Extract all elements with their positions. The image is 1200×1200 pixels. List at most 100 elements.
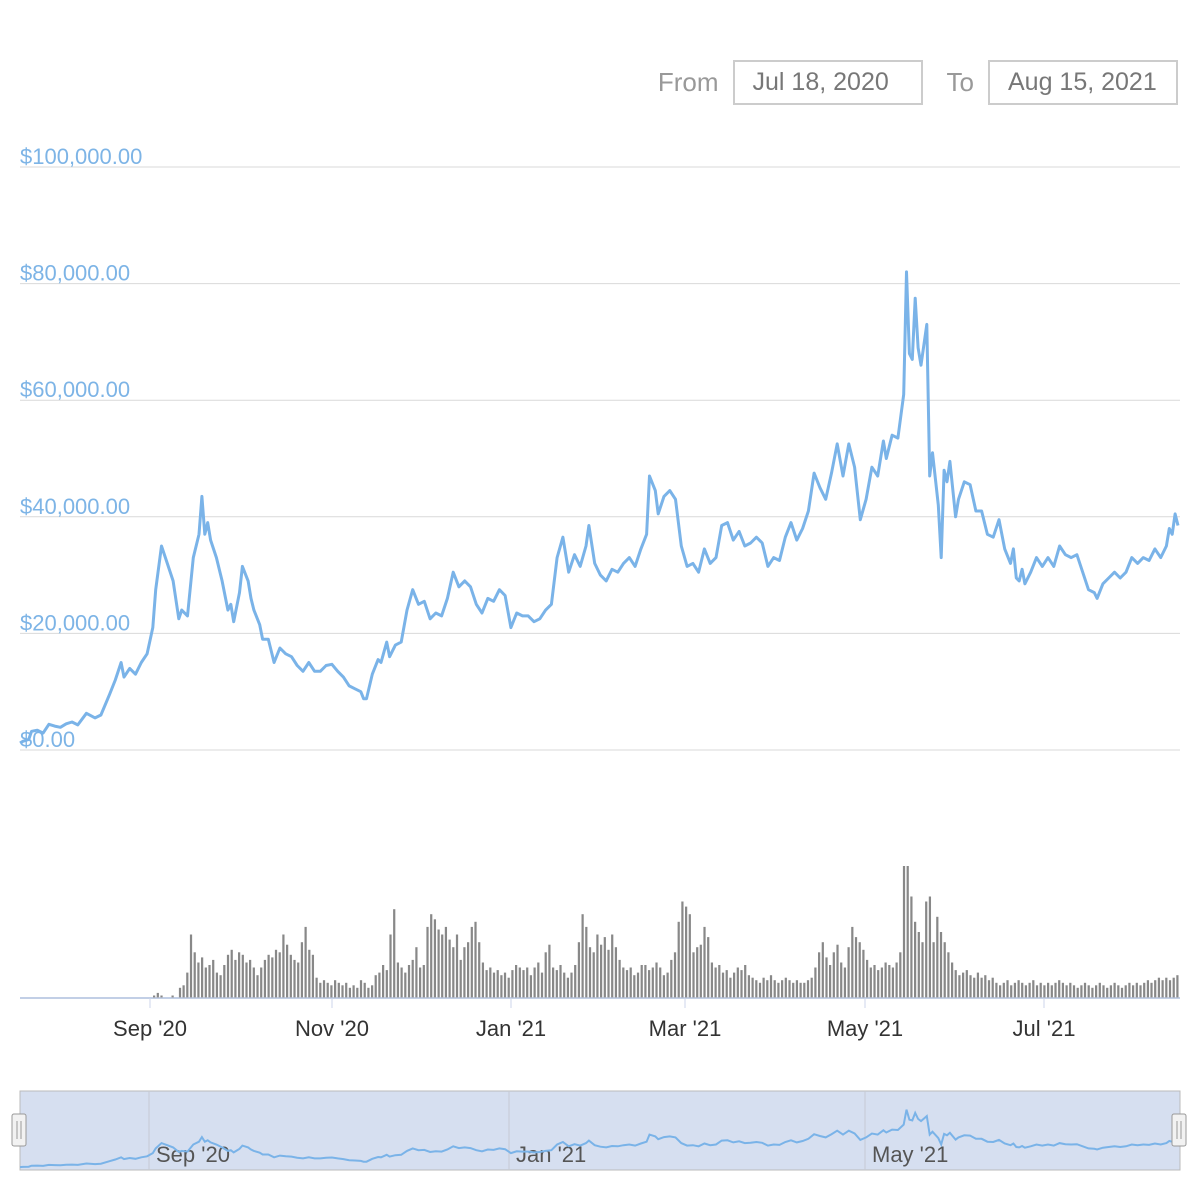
x-tick-label: Jul '21: [1013, 1016, 1076, 1041]
navigator: Sep '20 Jan '21 May '21: [11, 1090, 1187, 1171]
volume-bar: [688, 914, 691, 998]
volume-bar: [777, 982, 780, 998]
volume-bar: [337, 982, 340, 998]
volume-bar: [367, 987, 370, 998]
volume-bar: [348, 987, 352, 998]
volume-bar: [201, 957, 204, 998]
volume-bar: [345, 982, 348, 998]
volume-bar: [866, 959, 869, 998]
volume-bar: [441, 934, 444, 998]
volume-bar: [581, 914, 584, 998]
volume-bar: [873, 965, 876, 998]
volume-bar: [1076, 987, 1079, 998]
volume-bar: [496, 970, 499, 998]
volume-bar: [592, 952, 595, 998]
volume-bar: [829, 965, 832, 998]
volume-bar: [334, 980, 337, 998]
volume-bar: [851, 926, 854, 998]
volume-bar: [692, 952, 695, 998]
volume-bar: [991, 977, 994, 998]
volume-bar: [371, 985, 374, 998]
to-date-input[interactable]: Aug 15, 2021: [988, 60, 1178, 105]
volume-bar: [223, 965, 226, 998]
volume-bar: [1128, 982, 1131, 998]
volume-bar: [197, 962, 200, 998]
volume-bar: [500, 975, 503, 998]
volume-bar: [389, 934, 392, 998]
volume-bar: [769, 975, 773, 998]
volume-bar: [603, 937, 606, 998]
volume-bar: [588, 947, 592, 998]
volume-bar: [559, 965, 562, 998]
volume-bar: [762, 977, 765, 998]
volume-bar: [773, 980, 776, 998]
volume-bar: [540, 972, 544, 998]
navigator-selection[interactable]: [19, 1090, 1181, 1171]
volume-bar: [304, 926, 307, 998]
volume-bar: [973, 977, 976, 998]
volume-bar: [1032, 980, 1035, 998]
volume-bar: [404, 972, 407, 998]
volume-bar: [278, 952, 281, 998]
volume-bar: [437, 929, 440, 998]
volume-bar: [958, 975, 961, 998]
volume-bar: [1132, 985, 1135, 998]
volume-bar: [226, 954, 230, 998]
navigator-tick-label: May '21: [872, 1142, 948, 1167]
volume-bar: [1054, 982, 1057, 998]
from-date-input[interactable]: Jul 18, 2020: [732, 60, 923, 105]
grid-lines: [20, 166, 1180, 751]
volume-bar: [311, 954, 315, 998]
volume-bar: [673, 952, 677, 998]
volume-bar: [208, 965, 211, 998]
volume-bar: [430, 914, 433, 998]
volume-bar: [1080, 985, 1083, 998]
volume-bar: [478, 942, 481, 998]
volume-bar: [902, 866, 906, 998]
volume-bar: [995, 982, 998, 998]
volume-bar: [1083, 982, 1087, 998]
volume-bar: [917, 932, 920, 998]
volume-bar: [899, 952, 902, 998]
volume-bar: [422, 965, 425, 998]
volume-bar: [633, 975, 636, 998]
volume-bar: [943, 942, 946, 998]
volume-bar: [625, 970, 629, 998]
volume-bar: [814, 967, 817, 998]
volume-bar: [681, 901, 684, 998]
volume-bar: [286, 944, 289, 998]
volume-bar: [806, 980, 810, 998]
volume-bar: [939, 932, 943, 998]
from-label: From: [657, 67, 719, 97]
volume-bar: [987, 980, 991, 998]
volume-bar: [352, 985, 355, 998]
volume-bar: [1139, 985, 1142, 998]
volume-bar: [611, 934, 614, 998]
volume-bar: [1006, 980, 1009, 998]
volume-bar: [308, 949, 311, 998]
volume-bar: [426, 926, 429, 998]
volume-bar: [629, 967, 632, 998]
volume-bar: [910, 896, 913, 998]
volume-bar: [252, 967, 255, 998]
volume-bar: [843, 967, 847, 998]
volume-bar: [455, 934, 459, 998]
volume-bar: [895, 962, 898, 998]
volume-bar: [393, 909, 396, 998]
volume-bar: [696, 947, 699, 998]
volume-bar: [751, 977, 754, 998]
volume-bar: [725, 970, 728, 998]
volume-bar: [1135, 982, 1138, 998]
volume-bar: [1010, 985, 1013, 998]
volume-bar: [533, 967, 536, 998]
volume-bar: [234, 959, 237, 998]
volume-bar: [962, 972, 965, 998]
volume-bar: [747, 975, 751, 998]
volume-bar: [1117, 985, 1120, 998]
volume-bar: [932, 942, 935, 998]
navigator-right-handle[interactable]: [1171, 1113, 1187, 1147]
volume-bar: [803, 982, 806, 998]
navigator-left-handle[interactable]: [11, 1113, 27, 1147]
volume-bar: [1161, 980, 1164, 998]
volume-bar: [219, 975, 222, 998]
